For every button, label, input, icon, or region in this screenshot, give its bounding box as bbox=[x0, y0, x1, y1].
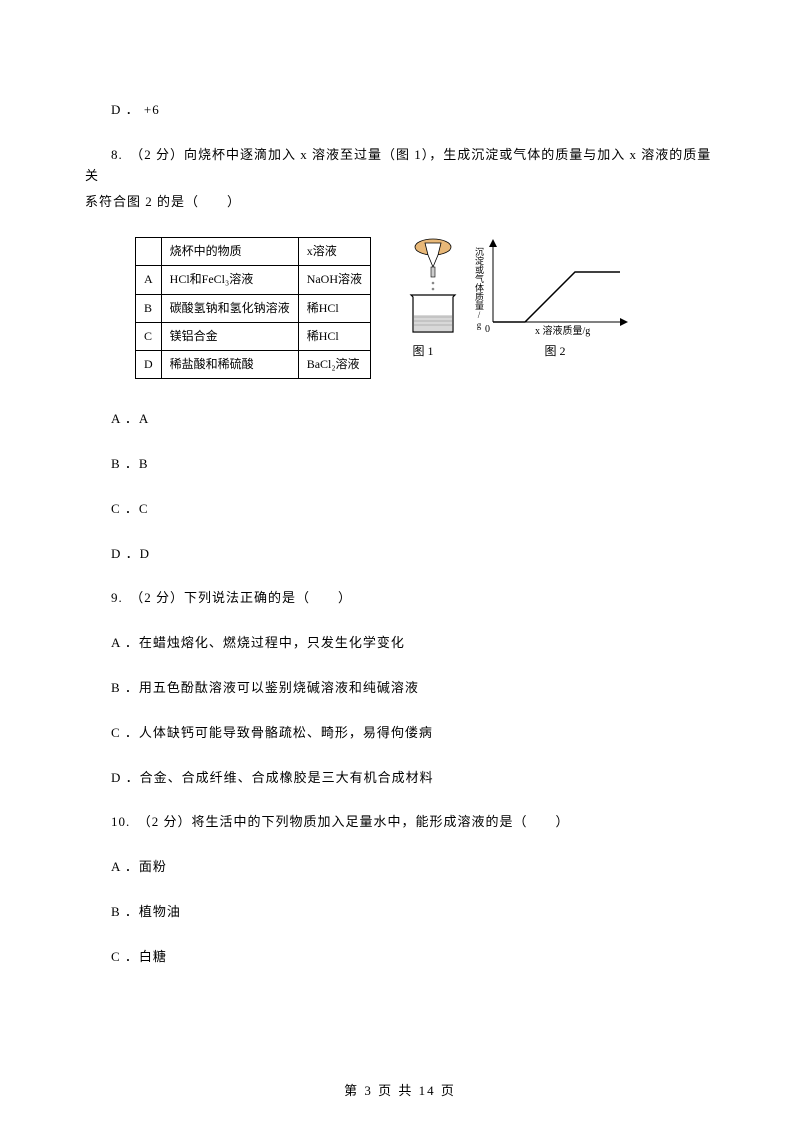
figure-1-container: 图 1 bbox=[383, 237, 463, 361]
q8-table: 烧杯中的物质 x溶液 A HCl和FeCl₃溶液 NaOH溶液 B 碳酸氢钠和氢… bbox=[135, 237, 371, 379]
question-prefix: 10. （2 分） bbox=[111, 814, 192, 829]
graph-icon: 0 沉淀或气体质量/g x 溶液质量/g bbox=[475, 237, 635, 339]
figure-1-label: 图 1 bbox=[383, 342, 463, 361]
q8-option-b: B ．B bbox=[85, 454, 715, 475]
table-cell: BaCl₂溶液 bbox=[298, 350, 370, 378]
q7-option-d: D ． +6 bbox=[85, 100, 715, 121]
option-label: B ． bbox=[111, 904, 139, 919]
option-label: B ． bbox=[111, 680, 139, 695]
q8-figure-block: 烧杯中的物质 x溶液 A HCl和FeCl₃溶液 NaOH溶液 B 碳酸氢钠和氢… bbox=[135, 237, 715, 379]
page-footer: 第 3 页 共 14 页 bbox=[0, 1081, 800, 1102]
table-cell: A bbox=[136, 266, 162, 294]
table-cell: 稀盐酸和稀硫酸 bbox=[161, 350, 298, 378]
q8-stem-line1: 8. （2 分）向烧杯中逐滴加入 x 溶液至过量（图 1），生成沉淀或气体的质量… bbox=[85, 145, 715, 187]
q8-stem-line2: 系符合图 2 的是（ ） bbox=[85, 192, 715, 213]
q9-option-b: B ．用五色酚酞溶液可以鉴别烧碱溶液和纯碱溶液 bbox=[85, 678, 715, 699]
table-cell: 稀HCl bbox=[298, 322, 370, 350]
option-text: 植物油 bbox=[139, 904, 181, 919]
option-text: 合金、合成纤维、合成橡胶是三大有机合成材料 bbox=[140, 770, 434, 785]
table-cell: 碳酸氢钠和氢化钠溶液 bbox=[161, 294, 298, 322]
question-prefix: 9. （2 分） bbox=[111, 590, 184, 605]
q10-option-c: C ．白糖 bbox=[85, 947, 715, 968]
option-label: C ． bbox=[111, 725, 139, 740]
option-label: A ． bbox=[111, 859, 139, 874]
option-text: D bbox=[140, 546, 150, 561]
svg-text:0: 0 bbox=[485, 324, 490, 335]
q8-option-c: C ．C bbox=[85, 499, 715, 520]
table-cell: D bbox=[136, 350, 162, 378]
graph-x-label: x 溶液质量/g bbox=[535, 324, 590, 337]
table-row: A HCl和FeCl₃溶液 NaOH溶液 bbox=[136, 266, 371, 294]
q8-option-a: A ．A bbox=[85, 409, 715, 430]
option-label: D ． bbox=[111, 770, 140, 785]
table-header: x溶液 bbox=[298, 238, 370, 266]
option-text: 白糖 bbox=[139, 949, 167, 964]
page-container: D ． +6 8. （2 分）向烧杯中逐滴加入 x 溶液至过量（图 1），生成沉… bbox=[0, 0, 800, 1132]
table-row: D 稀盐酸和稀硫酸 BaCl₂溶液 bbox=[136, 350, 371, 378]
q8-option-d: D ．D bbox=[85, 544, 715, 565]
question-text: 下列说法正确的是（ ） bbox=[184, 590, 352, 605]
option-text: 人体缺钙可能导致骨骼疏松、畸形，易得佝偻病 bbox=[139, 725, 433, 740]
table-header bbox=[136, 238, 162, 266]
table-cell: 镁铝合金 bbox=[161, 322, 298, 350]
graph-y-label: 沉淀或气体质量/g bbox=[475, 247, 484, 330]
option-label: C ． bbox=[111, 949, 139, 964]
option-text: A bbox=[139, 411, 149, 426]
option-label: B ． bbox=[111, 456, 139, 471]
q9-option-d: D ．合金、合成纤维、合成橡胶是三大有机合成材料 bbox=[85, 768, 715, 789]
q9-stem: 9. （2 分）下列说法正确的是（ ） bbox=[85, 588, 715, 609]
question-text: 系符合图 2 的是（ ） bbox=[85, 194, 241, 209]
q10-option-b: B ．植物油 bbox=[85, 902, 715, 923]
option-label: A ． bbox=[111, 411, 139, 426]
q10-option-a: A ．面粉 bbox=[85, 857, 715, 878]
table-cell: B bbox=[136, 294, 162, 322]
table-cell: NaOH溶液 bbox=[298, 266, 370, 294]
table-row: B 碳酸氢钠和氢化钠溶液 稀HCl bbox=[136, 294, 371, 322]
option-text: 面粉 bbox=[139, 859, 167, 874]
option-label: D ． bbox=[111, 546, 140, 561]
option-label: C ． bbox=[111, 501, 139, 516]
option-text: B bbox=[139, 456, 149, 471]
question-prefix: 8. （2 分） bbox=[111, 147, 184, 162]
table-header: 烧杯中的物质 bbox=[161, 238, 298, 266]
q10-stem: 10. （2 分）将生活中的下列物质加入足量水中，能形成溶液的是（ ） bbox=[85, 812, 715, 833]
option-text: C bbox=[139, 501, 149, 516]
figure-2-container: 0 沉淀或气体质量/g x 溶液质量/g 图 2 bbox=[475, 237, 635, 361]
q9-option-c: C ．人体缺钙可能导致骨骼疏松、畸形，易得佝偻病 bbox=[85, 723, 715, 744]
table-cell: HCl和FeCl₃溶液 bbox=[161, 266, 298, 294]
table-row: C 镁铝合金 稀HCl bbox=[136, 322, 371, 350]
option-text: 用五色酚酞溶液可以鉴别烧碱溶液和纯碱溶液 bbox=[139, 680, 419, 695]
table-cell: 稀HCl bbox=[298, 294, 370, 322]
q9-option-a: A ．在蜡烛熔化、燃烧过程中，只发生化学变化 bbox=[85, 633, 715, 654]
option-label: A ． bbox=[111, 635, 139, 650]
figure-2-label: 图 2 bbox=[475, 342, 635, 361]
table-cell: C bbox=[136, 322, 162, 350]
question-text: 将生活中的下列物质加入足量水中，能形成溶液的是（ ） bbox=[192, 814, 570, 829]
beaker-icon bbox=[383, 237, 463, 339]
option-label: D ． bbox=[111, 102, 140, 117]
option-text: 在蜡烛熔化、燃烧过程中，只发生化学变化 bbox=[139, 635, 405, 650]
option-text: +6 bbox=[144, 102, 160, 117]
table-row: 烧杯中的物质 x溶液 bbox=[136, 238, 371, 266]
